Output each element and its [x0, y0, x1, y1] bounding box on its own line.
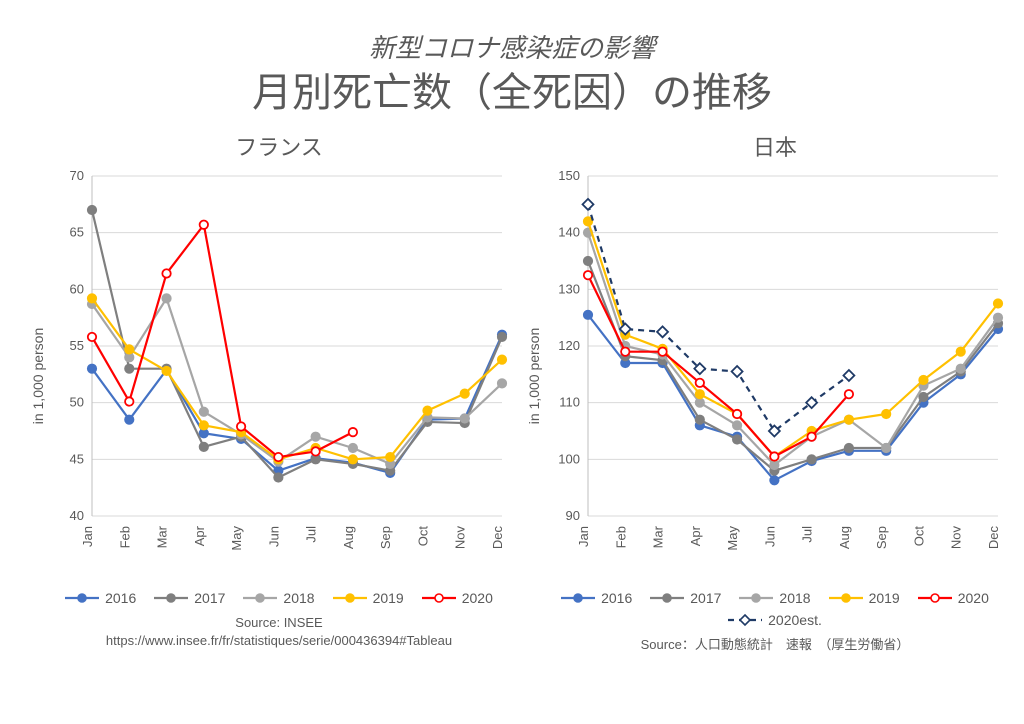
- svg-text:Jul: Jul: [304, 526, 319, 543]
- svg-text:Apr: Apr: [688, 525, 703, 546]
- source-line: Source: INSEE: [44, 614, 514, 632]
- svg-text:130: 130: [558, 281, 580, 296]
- legend-label: 2016: [105, 590, 136, 606]
- svg-text:Mar: Mar: [651, 525, 666, 548]
- svg-text:110: 110: [559, 395, 580, 410]
- legend-label: 2017: [690, 590, 721, 606]
- france-legend: 2016 2017 2018 2019 2020: [44, 590, 514, 606]
- legend-item-2019: 2019: [333, 590, 404, 606]
- legend-label: 2020: [958, 590, 989, 606]
- svg-text:Jul: Jul: [800, 526, 815, 543]
- legend-item-2016: 2016: [561, 590, 632, 606]
- japan-source: Source：人口動態統計 速報 （厚生労働省）: [540, 636, 1010, 654]
- page-title: 月別死亡数（全死因）の推移: [0, 60, 1024, 118]
- svg-text:50: 50: [70, 395, 84, 410]
- japan-panel: 日本 in 1,000 person 90100110120130140150J…: [540, 130, 1010, 650]
- legend-item-2019: 2019: [829, 590, 900, 606]
- source-line: Source：人口動態統計 速報 （厚生労働省）: [540, 636, 1010, 654]
- svg-text:120: 120: [558, 338, 580, 353]
- svg-text:Oct: Oct: [911, 526, 926, 547]
- svg-text:150: 150: [558, 168, 580, 183]
- svg-text:65: 65: [70, 225, 84, 240]
- svg-text:140: 140: [558, 225, 580, 240]
- svg-text:Feb: Feb: [117, 526, 132, 548]
- svg-text:Aug: Aug: [341, 526, 356, 549]
- legend-item-2020est: 2020est.: [728, 612, 822, 628]
- legend-item-2017: 2017: [154, 590, 225, 606]
- svg-text:60: 60: [70, 281, 84, 296]
- legend-label: 2016: [601, 590, 632, 606]
- svg-text:Sep: Sep: [874, 526, 889, 549]
- france-panel: フランス in 1,000 person 40455055606570JanFe…: [44, 130, 514, 650]
- legend-label: 2018: [283, 590, 314, 606]
- svg-text:Jun: Jun: [762, 526, 777, 547]
- france-title: フランス: [44, 130, 514, 162]
- svg-text:45: 45: [70, 451, 84, 466]
- svg-text:Oct: Oct: [415, 526, 430, 547]
- legend-label: 2019: [869, 590, 900, 606]
- japan-chart: 90 100 110 120 130 140 150 Jan Feb Mar Apr May Jun Ju…: [540, 166, 1010, 586]
- legend-label: 2019: [373, 590, 404, 606]
- svg-text:100: 100: [558, 451, 580, 466]
- legend-item-2017: 2017: [650, 590, 721, 606]
- source-line: https://www.insee.fr/fr/statistiques/ser…: [44, 632, 514, 650]
- svg-text:40: 40: [70, 508, 84, 523]
- svg-text:May: May: [229, 526, 244, 551]
- legend-item-2018: 2018: [739, 590, 810, 606]
- svg-text:Apr: Apr: [192, 525, 207, 546]
- svg-text:May: May: [725, 526, 740, 551]
- france-chart: 40 45 50 55 60 65 70 Jan Feb Mar Apr May Jun Jul Aug Se…: [44, 166, 514, 586]
- svg-text:Jan: Jan: [80, 526, 95, 547]
- svg-text:Sep: Sep: [378, 526, 393, 549]
- svg-text:55: 55: [70, 338, 84, 353]
- japan-legend: 2016 2017 2018 2019 2020 2020est.: [540, 590, 1010, 628]
- svg-text:Jun: Jun: [266, 526, 281, 547]
- legend-item-2018: 2018: [243, 590, 314, 606]
- legend-label: 2020est.: [768, 612, 822, 628]
- svg-text:Dec: Dec: [986, 526, 1001, 550]
- legend-item-2020: 2020: [422, 590, 493, 606]
- legend-item-2016: 2016: [65, 590, 136, 606]
- japan-title: 日本: [540, 130, 1010, 162]
- svg-text:Aug: Aug: [837, 526, 852, 549]
- legend-label: 2018: [779, 590, 810, 606]
- svg-text:Jan: Jan: [576, 526, 591, 547]
- svg-text:Nov: Nov: [949, 526, 964, 550]
- legend-label: 2020: [462, 590, 493, 606]
- legend-label: 2017: [194, 590, 225, 606]
- svg-text:90: 90: [566, 508, 580, 523]
- legend-item-2020: 2020: [918, 590, 989, 606]
- france-source: Source: INSEEhttps://www.insee.fr/fr/sta…: [44, 614, 514, 649]
- svg-text:Nov: Nov: [453, 526, 468, 550]
- svg-text:Dec: Dec: [490, 526, 505, 550]
- svg-text:Mar: Mar: [155, 525, 170, 548]
- svg-text:Feb: Feb: [613, 526, 628, 548]
- svg-text:70: 70: [70, 168, 84, 183]
